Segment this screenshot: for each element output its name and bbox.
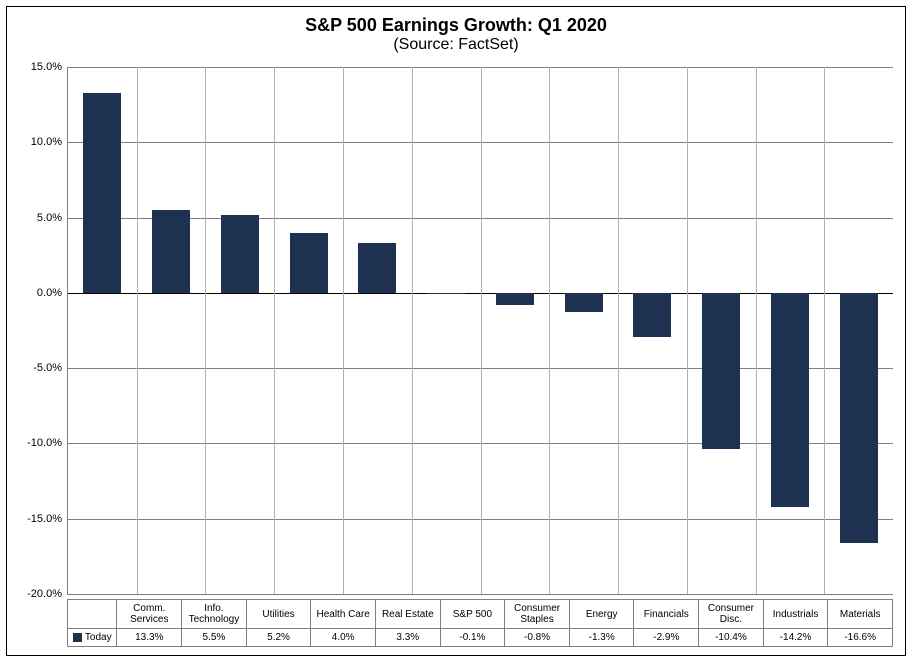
table-cell: 5.5% bbox=[182, 629, 247, 647]
table-cell: -10.4% bbox=[699, 629, 764, 647]
bar bbox=[840, 293, 878, 543]
y-tick-label: -10.0% bbox=[27, 437, 68, 449]
category-separator bbox=[549, 67, 550, 594]
category-separator bbox=[824, 67, 825, 594]
table-col-header: Financials bbox=[634, 600, 699, 629]
table-cell: -0.8% bbox=[505, 629, 570, 647]
legend-swatch bbox=[73, 633, 82, 642]
table-col-header: Info. Technology bbox=[182, 600, 247, 629]
y-tick-label: 0.0% bbox=[37, 287, 68, 299]
table-col-header: Comm. Services bbox=[117, 600, 182, 629]
table-col-header: Consumer Disc. bbox=[699, 600, 764, 629]
table-cell: -0.1% bbox=[440, 629, 505, 647]
bar bbox=[152, 210, 190, 293]
table-corner bbox=[68, 600, 117, 629]
data-table: Comm. ServicesInfo. TechnologyUtilitiesH… bbox=[67, 599, 893, 647]
category-separator bbox=[205, 67, 206, 594]
gridline bbox=[68, 594, 893, 595]
category-separator bbox=[274, 67, 275, 594]
table-cell: 3.3% bbox=[375, 629, 440, 647]
table-row-header: Today bbox=[68, 629, 117, 647]
table-cell: -1.3% bbox=[569, 629, 634, 647]
bar bbox=[221, 215, 259, 293]
category-separator bbox=[481, 67, 482, 594]
table-col-header: Energy bbox=[569, 600, 634, 629]
table-col-header: Utilities bbox=[246, 600, 311, 629]
category-separator bbox=[412, 67, 413, 594]
bar bbox=[565, 293, 603, 313]
series-name: Today bbox=[85, 632, 112, 643]
chart-frame: S&P 500 Earnings Growth: Q1 2020 (Source… bbox=[6, 6, 906, 656]
plot-area: -20.0%-15.0%-10.0%-5.0%0.0%5.0%10.0%15.0… bbox=[67, 67, 893, 595]
category-separator bbox=[618, 67, 619, 594]
y-tick-label: -5.0% bbox=[33, 362, 68, 374]
category-separator bbox=[137, 67, 138, 594]
bar bbox=[358, 243, 396, 293]
table-col-header: Consumer Staples bbox=[505, 600, 570, 629]
bar bbox=[427, 293, 465, 295]
y-tick-label: 15.0% bbox=[31, 61, 68, 73]
table-cell: -16.6% bbox=[828, 629, 893, 647]
table-col-header: Materials bbox=[828, 600, 893, 629]
table-col-header: Industrials bbox=[763, 600, 828, 629]
y-tick-label: -20.0% bbox=[27, 588, 68, 600]
table-cell: 4.0% bbox=[311, 629, 376, 647]
chart-subtitle: (Source: FactSet) bbox=[7, 36, 905, 54]
bar bbox=[496, 293, 534, 305]
bar bbox=[633, 293, 671, 337]
bar bbox=[83, 93, 121, 293]
table-cell: -2.9% bbox=[634, 629, 699, 647]
bar bbox=[290, 233, 328, 293]
table-col-header: S&P 500 bbox=[440, 600, 505, 629]
category-separator bbox=[687, 67, 688, 594]
category-separator bbox=[756, 67, 757, 594]
table-cell: 5.2% bbox=[246, 629, 311, 647]
category-separator bbox=[343, 67, 344, 594]
y-tick-label: -15.0% bbox=[27, 513, 68, 525]
table-cell: 13.3% bbox=[117, 629, 182, 647]
plot-wrap: -20.0%-15.0%-10.0%-5.0%0.0%5.0%10.0%15.0… bbox=[67, 67, 893, 595]
chart-title: S&P 500 Earnings Growth: Q1 2020 bbox=[7, 15, 905, 36]
table-col-header: Health Care bbox=[311, 600, 376, 629]
bar bbox=[771, 293, 809, 507]
bar bbox=[702, 293, 740, 450]
table-cell: -14.2% bbox=[763, 629, 828, 647]
y-tick-label: 5.0% bbox=[37, 212, 68, 224]
y-tick-label: 10.0% bbox=[31, 136, 68, 148]
table-col-header: Real Estate bbox=[375, 600, 440, 629]
title-block: S&P 500 Earnings Growth: Q1 2020 (Source… bbox=[7, 7, 905, 58]
